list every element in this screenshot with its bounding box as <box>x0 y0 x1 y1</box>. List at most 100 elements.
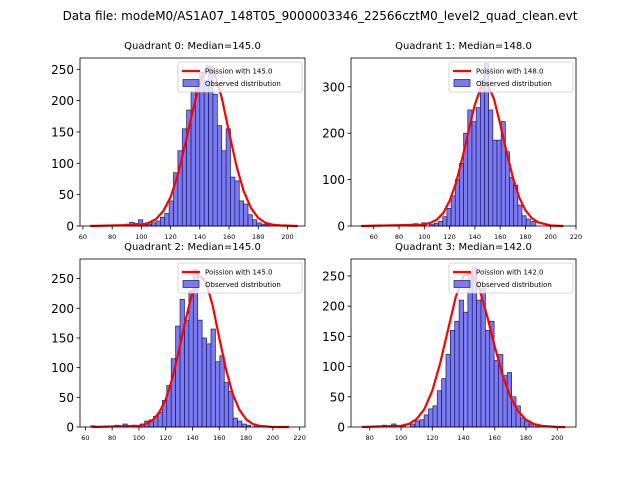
y-tick-label: 200 <box>51 302 74 316</box>
y-tick-label: 50 <box>330 390 345 404</box>
quadrant-3-title: Quadrant 3: Median=142.0 <box>395 242 532 253</box>
legend-label-poisson: Poission with 148.0 <box>476 68 544 76</box>
x-tick-label: 160 <box>494 233 506 241</box>
histogram-bar <box>256 222 262 227</box>
histogram-bar <box>201 337 207 428</box>
histogram-bar <box>219 355 225 428</box>
quadrant-2-title: Quadrant 2: Median=145.0 <box>124 242 261 253</box>
x-tick-label: 180 <box>519 233 531 241</box>
histogram-bar <box>151 222 157 227</box>
legend-label-observed: Observed distribution <box>205 80 281 88</box>
histogram-bar <box>446 208 452 227</box>
histogram-bar <box>237 420 243 428</box>
histogram-bar <box>432 405 438 428</box>
x-tick-label: 140 <box>186 434 198 442</box>
histogram-bar <box>221 150 227 227</box>
legend-label-poisson: Poission with 145.0 <box>205 68 273 76</box>
figure-suptitle: Data file: modeM0/AS1A07_148T05_90000033… <box>63 9 578 23</box>
y-tick-label: 0 <box>337 421 345 435</box>
y-tick-label: 0 <box>337 220 345 234</box>
y-tick-label: 200 <box>322 127 345 141</box>
quadrant-3-chart: Quadrant 3: Median=142.0 80 100 120 140 160 18… <box>322 242 577 442</box>
histogram-bar <box>175 325 181 428</box>
x-tick-label: 140 <box>469 233 481 241</box>
histogram-bar <box>188 290 194 428</box>
quadrant-2-y-axis: 0 50 100 150 200 250 <box>51 272 80 435</box>
histogram-bar <box>223 382 230 428</box>
histogram-bar <box>454 320 460 428</box>
x-tick-label: 100 <box>133 434 145 442</box>
histogram-bar <box>195 82 201 227</box>
histogram-bar <box>525 218 531 227</box>
histogram-bar <box>531 221 537 227</box>
quadrant-0-x-axis: 60 80 100 120 140 160 180 200 <box>79 226 294 241</box>
histogram-bar <box>445 354 451 428</box>
histogram-bar <box>475 107 481 227</box>
legend-label-poisson: Poission with 142.0 <box>476 269 544 277</box>
histogram-bar <box>454 179 460 227</box>
quadrant-0-title: Quadrant 0: Median=145.0 <box>124 41 261 52</box>
histogram-bar <box>155 220 161 227</box>
quadrant-1-chart: Quadrant 1: Median=148.0 60 80 100 120 140 160… <box>322 41 582 241</box>
histogram-bar <box>238 200 244 227</box>
y-tick-label: 250 <box>51 63 74 77</box>
x-tick-label: 200 <box>545 233 557 241</box>
histogram-bar <box>160 216 166 227</box>
histogram-bar <box>243 203 249 227</box>
quadrant-3-y-axis: 0 50 100 150 200 250 <box>322 269 351 435</box>
histogram-bar <box>179 299 185 428</box>
histogram-bar <box>232 417 238 428</box>
histogram-bar <box>488 109 494 227</box>
legend-bar-swatch <box>453 79 471 87</box>
y-tick-label: 100 <box>322 360 345 374</box>
quadrant-0-legend: Poission with 145.0 Observed distribution <box>177 61 303 93</box>
histogram-bar <box>476 299 482 428</box>
x-tick-label: 60 <box>79 233 87 241</box>
quadrant-2-x-axis: 60 80 100 120 140 160 180 200 220 <box>81 427 306 442</box>
histogram-bar <box>436 390 442 428</box>
x-tick-label: 220 <box>293 434 305 442</box>
y-tick-label: 0 <box>66 220 74 234</box>
histogram-bar <box>210 328 216 428</box>
x-tick-label: 180 <box>252 233 264 241</box>
quadrant-1-legend: Poission with 148.0 Observed distribution <box>448 61 574 93</box>
histogram-bar <box>241 423 247 428</box>
histogram-bar <box>414 420 420 428</box>
quadrant-0-y-axis: 0 50 100 150 200 250 <box>51 63 80 234</box>
histogram-bar <box>164 213 170 227</box>
y-tick-label: 150 <box>51 331 74 345</box>
histogram-bar <box>216 125 223 227</box>
x-tick-label: 200 <box>551 434 563 442</box>
x-tick-label: 120 <box>164 233 176 241</box>
y-tick-label: 150 <box>51 125 74 139</box>
histogram-bar <box>423 414 429 428</box>
x-tick-label: 60 <box>370 233 378 241</box>
legend-box <box>177 61 303 93</box>
histogram-bar <box>520 417 526 428</box>
y-tick-label: 300 <box>322 80 345 94</box>
quadrant-0-bars <box>124 65 271 227</box>
legend-bar-swatch <box>453 280 471 288</box>
histogram-bar <box>517 204 523 227</box>
quadrant-3-legend: Poission with 142.0 Observed distribution <box>448 262 574 294</box>
histogram-bar <box>450 329 456 428</box>
histogram-bar <box>215 361 221 428</box>
histogram-bar <box>197 319 203 428</box>
x-tick-label: 80 <box>108 233 116 241</box>
x-tick-label: 160 <box>223 233 235 241</box>
histogram-bar <box>479 79 485 227</box>
legend-label-poisson: Poission with 145.0 <box>205 269 273 277</box>
legend-box <box>177 262 303 294</box>
histogram-bar <box>199 72 205 227</box>
histogram-bar <box>247 214 253 227</box>
x-tick-label: 60 <box>81 434 89 442</box>
legend-bar-swatch <box>182 280 200 288</box>
histogram-bar <box>234 180 240 227</box>
y-tick-label: 250 <box>322 269 345 283</box>
axes-frame <box>79 57 306 227</box>
histogram-bar <box>206 343 212 428</box>
histogram-bar <box>492 139 498 227</box>
x-tick-label: 140 <box>194 233 206 241</box>
x-tick-label: 180 <box>520 434 532 442</box>
